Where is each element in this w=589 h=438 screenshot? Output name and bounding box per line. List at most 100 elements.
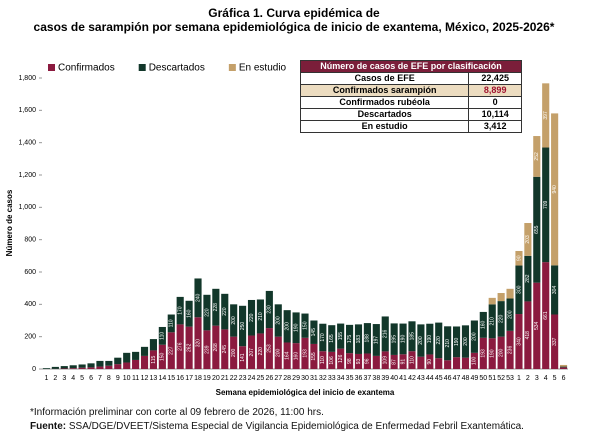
data-label: 220	[204, 308, 210, 317]
bar-segment	[132, 359, 140, 369]
x-tick-label: 19	[203, 375, 211, 382]
data-label: 93	[356, 358, 362, 364]
data-label: 170	[320, 333, 326, 342]
bar-segment	[390, 323, 398, 355]
x-tick-label: 13	[150, 375, 158, 382]
x-tick-label: 45	[435, 375, 443, 382]
bar-segment	[87, 367, 95, 369]
data-label: 200	[231, 316, 237, 325]
x-tick-label: 37	[364, 375, 372, 382]
data-label: 200	[418, 336, 424, 345]
table-title: Número de casos de EFE por clasificación	[300, 60, 522, 73]
bar-segment	[497, 293, 505, 302]
x-tick-label: 34	[337, 375, 345, 382]
data-label: 245	[222, 345, 228, 354]
bar-segment	[292, 343, 300, 369]
x-tick-label: 49	[470, 375, 478, 382]
bar-segment	[51, 366, 59, 369]
x-tick-label: 24	[248, 375, 256, 382]
data-label: 200	[463, 337, 469, 346]
x-tick-label: 42	[408, 375, 416, 382]
data-label: 709	[543, 200, 549, 209]
bar-segment	[167, 314, 175, 333]
bar-segment	[542, 147, 550, 263]
bar-segment	[435, 322, 443, 359]
legend-label: Confirmados	[58, 63, 115, 74]
bar-segment	[114, 364, 122, 369]
data-label: 262	[186, 343, 192, 352]
chart-title: Gráfica 1. Curva epidémica de	[208, 6, 380, 20]
bar-segment	[488, 338, 496, 369]
legend-swatch	[138, 64, 146, 71]
x-tick-label: 9	[116, 375, 120, 382]
y-tick-label: 200	[24, 334, 36, 341]
data-label: 220	[222, 307, 228, 316]
x-tick-label: 31	[310, 375, 318, 382]
data-label: 197	[374, 336, 380, 345]
y-tick-label: 1,800	[18, 75, 36, 82]
data-label: 160	[186, 309, 192, 318]
data-label: 110	[409, 356, 415, 364]
bar-segment	[417, 324, 425, 357]
bar-segment	[185, 300, 193, 327]
x-tick-label: 52	[497, 375, 505, 382]
bar-segment	[551, 265, 559, 315]
bar-segment	[381, 316, 389, 352]
data-label: 252	[534, 152, 540, 161]
bar-segment	[328, 351, 336, 369]
bar-segment	[470, 352, 478, 369]
y-axis-label: Número de casos	[5, 189, 14, 256]
data-label: 230	[267, 305, 273, 314]
data-label: 90	[427, 359, 433, 365]
bar-segment	[346, 353, 354, 369]
data-label: 418	[525, 331, 531, 340]
bar-segment	[310, 320, 318, 344]
table-value: 3,412	[468, 120, 522, 133]
data-label: 200	[507, 310, 513, 319]
x-tick-label: 38	[372, 375, 380, 382]
data-label: 160	[293, 352, 299, 361]
bar-segment	[435, 358, 443, 369]
bar-segment	[524, 223, 532, 256]
legend-swatch	[48, 64, 55, 71]
data-label: 190	[400, 335, 406, 344]
bar-segment	[301, 337, 309, 369]
data-label: 170	[178, 306, 184, 315]
bar-segment	[123, 362, 131, 369]
x-tick-label: 44	[426, 375, 434, 382]
data-label: 155	[311, 352, 317, 361]
bar-segment	[533, 282, 541, 369]
bar-segment	[87, 363, 95, 368]
y-tick-label: 1,600	[18, 107, 36, 114]
x-tick-label: 25	[257, 375, 265, 382]
table-value: 10,114	[468, 108, 522, 121]
x-tick-label: 10	[123, 375, 131, 382]
bar-segment	[497, 301, 505, 337]
bar-segment	[524, 301, 532, 369]
bar-segment	[488, 304, 496, 339]
bar-segment	[452, 326, 461, 358]
bar-segment	[372, 324, 380, 356]
data-label: 150	[160, 352, 166, 361]
data-label: 216	[383, 330, 389, 339]
x-tick-label: 48	[462, 375, 470, 382]
data-label: 190	[490, 349, 496, 358]
table-label: Casos de EFE	[299, 72, 470, 85]
data-label: 220	[498, 314, 504, 323]
data-label: 534	[534, 321, 540, 330]
bar-segment	[239, 346, 247, 369]
y-tick-label: 1,400	[18, 140, 36, 147]
bar-segment	[506, 288, 514, 299]
data-label: 253	[267, 344, 273, 353]
bar-segment	[167, 332, 175, 369]
data-label: 200	[498, 348, 504, 357]
data-label: 87	[391, 359, 397, 365]
chart-subtitle: casos de sarampión por semana epidemioló…	[34, 20, 555, 34]
x-tick-label: 26	[265, 375, 273, 382]
bar-segment	[230, 304, 238, 337]
bar-segment	[301, 313, 309, 338]
bar-segment	[426, 323, 434, 355]
data-label: 200	[284, 322, 290, 331]
data-label: 145	[311, 328, 317, 337]
x-tick-label: 20	[212, 375, 220, 382]
